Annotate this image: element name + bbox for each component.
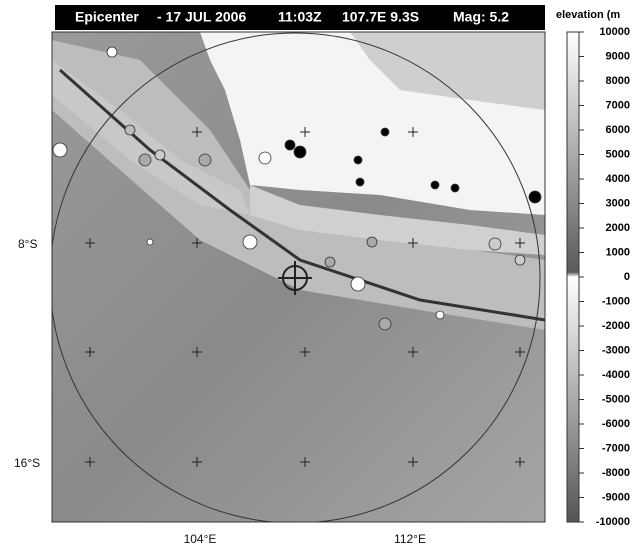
colorbar-tick-label: -10000 bbox=[596, 516, 630, 528]
colorbar-title: elevation (m bbox=[556, 9, 620, 21]
colorbar-tick-label: -4000 bbox=[602, 369, 630, 381]
colorbar-tick-label: -1000 bbox=[602, 295, 630, 307]
lat-label: 16°S bbox=[14, 456, 40, 470]
colorbar-ticks: 1000090008000700060005000400030002000100… bbox=[579, 26, 630, 528]
page: Epicenter - 17 JUL 2006 11:03Z 107.7E 9.… bbox=[0, 0, 634, 549]
colorbar-tick-label: 1000 bbox=[606, 246, 630, 258]
colorbar-tick-label: 9000 bbox=[606, 50, 630, 62]
title-time: 11:03Z bbox=[278, 9, 322, 25]
title-date: - 17 JUL 2006 bbox=[157, 9, 246, 25]
colorbar-tick-label: 3000 bbox=[606, 197, 630, 209]
colorbar-tick-label: -9000 bbox=[602, 491, 630, 503]
lon-label: 112°E bbox=[394, 532, 426, 546]
colorbar-tick-label: -3000 bbox=[602, 344, 630, 356]
lon-label: 104°E bbox=[184, 532, 217, 546]
colorbar-tick-label: 5000 bbox=[606, 148, 630, 160]
colorbar-tick-label: 7000 bbox=[606, 99, 630, 111]
colorbar-tick-label: -5000 bbox=[602, 393, 630, 405]
colorbar-tick-label: 10000 bbox=[599, 26, 630, 38]
colorbar-tick-label: -8000 bbox=[602, 467, 630, 479]
title-magnitude: Mag: 5.2 bbox=[453, 9, 509, 25]
title-location: 107.7E 9.3S bbox=[342, 9, 419, 25]
lat-label: 8°S bbox=[18, 237, 37, 251]
colorbar-tick-label: -7000 bbox=[602, 442, 630, 454]
colorbar-tick-label: -6000 bbox=[602, 418, 630, 430]
colorbar-tick-label: 4000 bbox=[606, 173, 630, 185]
colorbar-tick-label: 6000 bbox=[606, 124, 630, 136]
title-label: Epicenter bbox=[75, 9, 139, 25]
colorbar-tick-label: 2000 bbox=[606, 222, 630, 234]
colorbar-tick-label: -2000 bbox=[602, 320, 630, 332]
colorbar bbox=[567, 32, 579, 522]
colorbar-tick-label: 8000 bbox=[606, 75, 630, 87]
map bbox=[50, 32, 545, 523]
colorbar-tick-label: 0 bbox=[624, 271, 630, 283]
